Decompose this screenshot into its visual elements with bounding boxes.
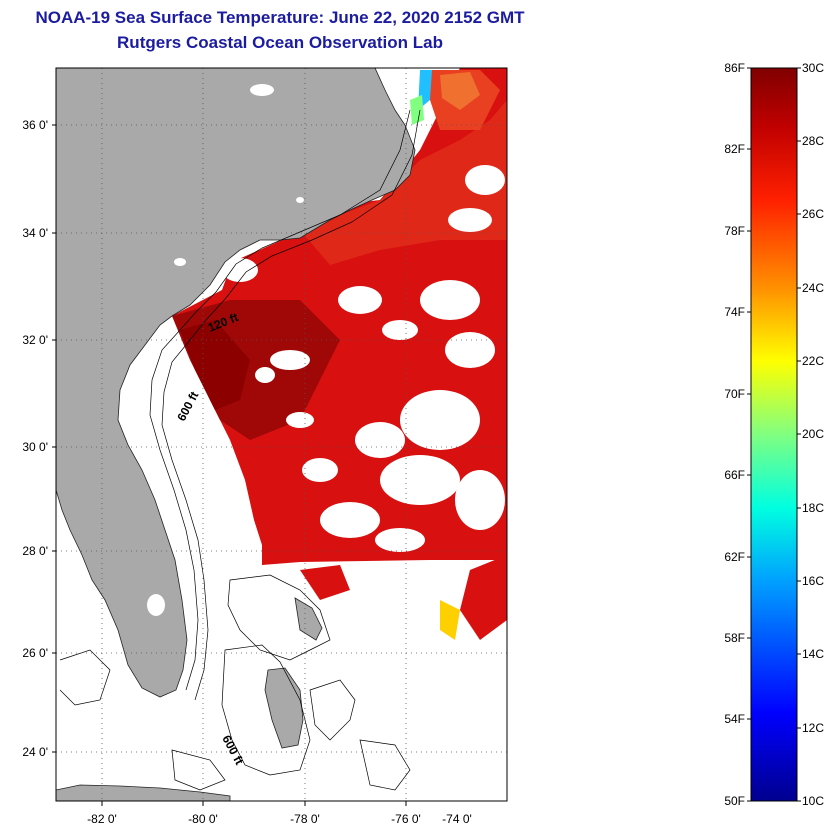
colorbar-c-label: 26C [802,207,824,221]
colorbar-f-label: 78F [724,224,745,238]
colorbar-f-label: 54F [724,712,745,726]
colorbar-f-label: 82F [724,142,745,156]
lat-label: 34 0' [22,226,48,240]
colorbar-f-label: 66F [724,468,745,482]
lat-label: 36 0' [22,118,48,132]
colorbar-c-label: 10C [802,794,824,808]
colorbar-c-label: 18C [802,501,824,515]
colorbar-c-label: 30C [802,61,824,75]
colorbar-c-label: 14C [802,647,824,661]
colorbar-f-label: 58F [724,631,745,645]
axis-ticks [52,124,407,806]
colorbar-c-label: 12C [802,721,824,735]
lat-label: 32 0' [22,333,48,347]
colorbar-f-label: 70F [724,387,745,401]
lon-label: -76 0' [391,812,421,826]
colorbar-c-label: 24C [802,281,824,295]
lon-label: -80 0' [188,812,218,826]
map-title: NOAA-19 Sea Surface Temperature: June 22… [35,8,525,27]
colorbar-f-label: 74F [724,305,745,319]
colorbar-c-label: 20C [802,427,824,441]
colorbar-c-label: 22C [802,354,824,368]
map-subtitle: Rutgers Coastal Ocean Observation Lab [117,33,443,52]
lon-label: -74 0' [442,812,472,826]
cloud-gaps [220,165,505,552]
map-frame [55,67,508,802]
colorbar-c-label: 28C [802,134,824,148]
colorbar-ticks [747,67,801,802]
lon-label: -82 0' [87,812,117,826]
inland-water [147,84,304,616]
graticule [56,68,507,801]
lat-label: 28 0' [22,544,48,558]
colorbar-f-label: 86F [724,61,745,75]
colorbar [750,67,798,802]
lat-label: 30 0' [22,440,48,454]
lat-label: 26 0' [22,646,48,660]
lon-label: -78 0' [290,812,320,826]
colorbar-c-label: 16C [802,574,824,588]
colorbar-f-label: 62F [724,550,745,564]
colorbar-f-label: 50F [724,794,745,808]
lat-label: 24 0' [22,745,48,759]
